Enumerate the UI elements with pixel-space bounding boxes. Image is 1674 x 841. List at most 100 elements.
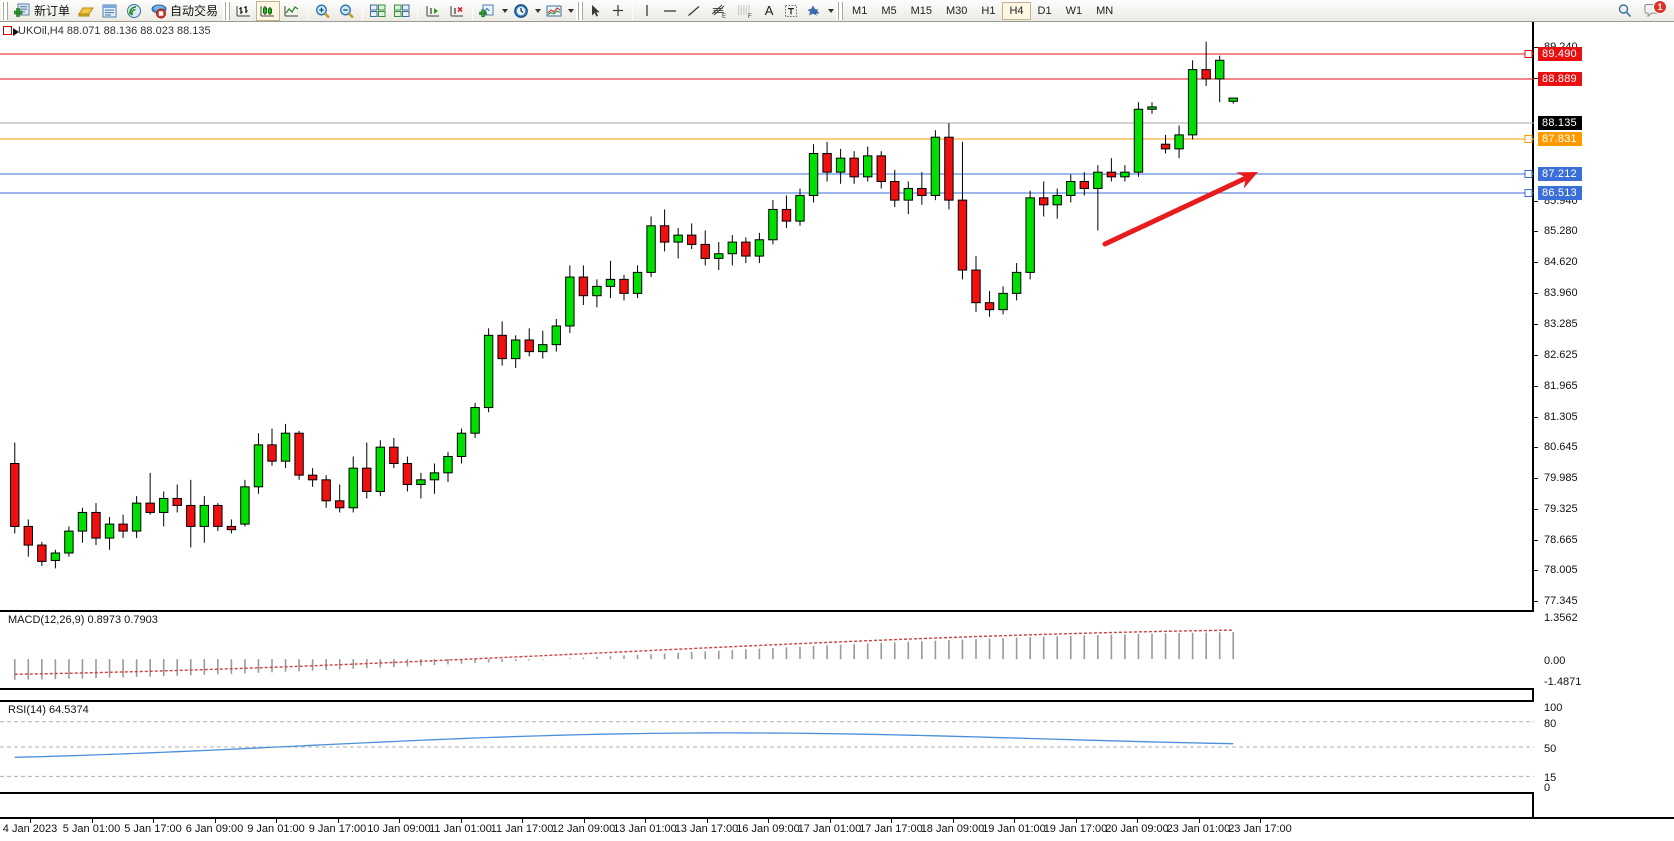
- new-order-button[interactable]: 新订单: [10, 1, 74, 21]
- macd-label: MACD(12,26,9) 0.8973 0.7903: [6, 614, 160, 626]
- price-tick-label: 81.305: [1544, 410, 1578, 423]
- templates-button[interactable]: [542, 1, 566, 21]
- add-indicator-button[interactable]: [476, 1, 500, 21]
- candlestick: [632, 265, 643, 299]
- time-tick: [30, 819, 31, 823]
- toolbar-grip-2[interactable]: [223, 1, 231, 20]
- time-axis[interactable]: 4 Jan 2023 5 Jan 01:00 5 Jan 17:00 6 Jan 09…: [0, 817, 1674, 841]
- uptrend-arrow[interactable]: [1102, 172, 1258, 247]
- candlestick: [375, 440, 386, 497]
- timeframe-m15[interactable]: M15: [910, 4, 932, 17]
- price-level-handle[interactable]: [1524, 50, 1533, 58]
- candlestick: [565, 265, 575, 333]
- price-tag-87-212[interactable]: 87.212: [1538, 167, 1582, 181]
- candlestick: [1120, 165, 1130, 182]
- equidistant-channel-button[interactable]: E: [706, 1, 732, 21]
- candlestick: [686, 223, 697, 250]
- timeframe-w1[interactable]: W1: [1065, 4, 1083, 17]
- price-tick-label: 77.345: [1544, 595, 1578, 608]
- price-chart-pane[interactable]: UKOil,H4 88.071 88.136 88.023 88.135: [0, 22, 1534, 817]
- time-tick-label: 19 Jan 17:00: [1043, 823, 1108, 835]
- price-level-handle[interactable]: [1524, 135, 1533, 143]
- period-clock-button[interactable]: [509, 1, 533, 21]
- toolbar-grip-4[interactable]: [836, 1, 844, 20]
- gold-bar-button[interactable]: [74, 1, 98, 21]
- indicator-tick-label: 50: [1544, 743, 1557, 755]
- timeframe-h4[interactable]: H4: [1002, 1, 1031, 20]
- candlestick: [104, 517, 115, 550]
- price-level-handle[interactable]: [1524, 170, 1533, 178]
- candlestick: [158, 491, 169, 527]
- price-level-handle[interactable]: [1524, 189, 1533, 197]
- auto-scroll-button[interactable]: [445, 1, 469, 21]
- timeframe-d1[interactable]: D1: [1037, 4, 1052, 17]
- bar-chart-button[interactable]: [232, 1, 256, 21]
- rsi-svg: [0, 721, 1534, 777]
- text-label-button[interactable]: A: [758, 1, 780, 21]
- indicator-tick-label: 80: [1544, 717, 1557, 730]
- time-tick: [768, 819, 769, 823]
- candlestick: [1187, 60, 1198, 140]
- timeframe-m5[interactable]: M5: [881, 4, 897, 17]
- timeframe-m1[interactable]: M1: [852, 4, 868, 17]
- price-tag-88-889[interactable]: 88.889: [1538, 72, 1582, 86]
- fibonacci-retracement-button[interactable]: F: [732, 1, 758, 21]
- signal-broadcast-button[interactable]: [122, 1, 146, 21]
- chart-window: UKOil,H4 88.071 88.136 88.023 88.135 89.…: [0, 22, 1674, 841]
- price-tick-label: 79.325: [1544, 502, 1578, 515]
- grid-windows-button[interactable]: [390, 1, 414, 21]
- toolbar-grip[interactable]: [1, 1, 8, 20]
- time-tick-label: 18 Jan 09:00: [920, 823, 985, 835]
- rsi-pane[interactable]: RSI(14) 64.5374: [0, 700, 1534, 794]
- alerts-count-badge: 1: [1653, 0, 1667, 14]
- text-label-icon: A: [764, 3, 774, 18]
- vertical-line-button[interactable]: [636, 1, 658, 21]
- alerts-button[interactable]: 1: [1644, 0, 1667, 21]
- price-axis[interactable]: 89.24088.58085.94085.28084.62083.96083.2…: [1534, 22, 1674, 817]
- search-icon: [1618, 3, 1632, 17]
- time-tick-label: 16 Jan 09:00: [736, 823, 800, 835]
- candlestick: [131, 496, 142, 539]
- timeframe-m30[interactable]: M30: [946, 4, 968, 17]
- price-tag-87-831[interactable]: 87.831: [1538, 132, 1582, 146]
- chart-shift-button[interactable]: [421, 1, 445, 21]
- crosshair-icon: [613, 4, 624, 16]
- autotrade-icon: [151, 4, 167, 18]
- zoom-out-icon: [340, 4, 354, 18]
- trendline-button[interactable]: [682, 1, 706, 21]
- period-caret[interactable]: [533, 8, 542, 13]
- autotrade-button[interactable]: 自动交易: [146, 1, 222, 21]
- terminal-window-button[interactable]: [98, 1, 122, 21]
- price-tick: [1534, 46, 1538, 48]
- macd-pane[interactable]: MACD(12,26,9) 0.8973 0.7903: [0, 610, 1534, 690]
- cursor-arrow-button[interactable]: [585, 1, 607, 21]
- candlestick: [118, 514, 128, 539]
- candlestick-chart-button[interactable]: [256, 0, 281, 21]
- time-tick-label: 5 Jan 01:00: [62, 823, 121, 835]
- candlestick: [754, 232, 765, 264]
- svg-text:E: E: [722, 13, 726, 19]
- toolbar-grip-3[interactable]: [576, 1, 584, 20]
- price-tag-86-513[interactable]: 86.513: [1538, 186, 1582, 200]
- price-tag-89-490[interactable]: 89.490: [1538, 47, 1582, 61]
- timeframe-mn[interactable]: MN: [1096, 4, 1114, 17]
- toolbar-separator: [307, 1, 309, 20]
- objects-caret[interactable]: [826, 8, 835, 13]
- tile-windows-button[interactable]: [366, 1, 390, 21]
- line-chart-button[interactable]: [280, 1, 304, 21]
- zoom-out-button[interactable]: [335, 1, 359, 21]
- search-button[interactable]: [1614, 1, 1636, 21]
- add-indicator-caret[interactable]: [500, 8, 509, 13]
- text-box-button[interactable]: [780, 1, 802, 21]
- objects-list-button[interactable]: [802, 1, 826, 21]
- toolbar-separator-3: [417, 1, 419, 20]
- zoom-in-button[interactable]: [311, 1, 335, 21]
- horizontal-line-button[interactable]: [658, 1, 682, 21]
- indicator-tick-label: 15: [1544, 772, 1557, 785]
- timeframe-h1[interactable]: H1: [981, 4, 996, 17]
- templates-caret[interactable]: [566, 8, 575, 13]
- crosshair-button[interactable]: [607, 1, 629, 21]
- price-tick: [1534, 77, 1538, 79]
- price-tag-88-135[interactable]: 88.135: [1538, 116, 1582, 130]
